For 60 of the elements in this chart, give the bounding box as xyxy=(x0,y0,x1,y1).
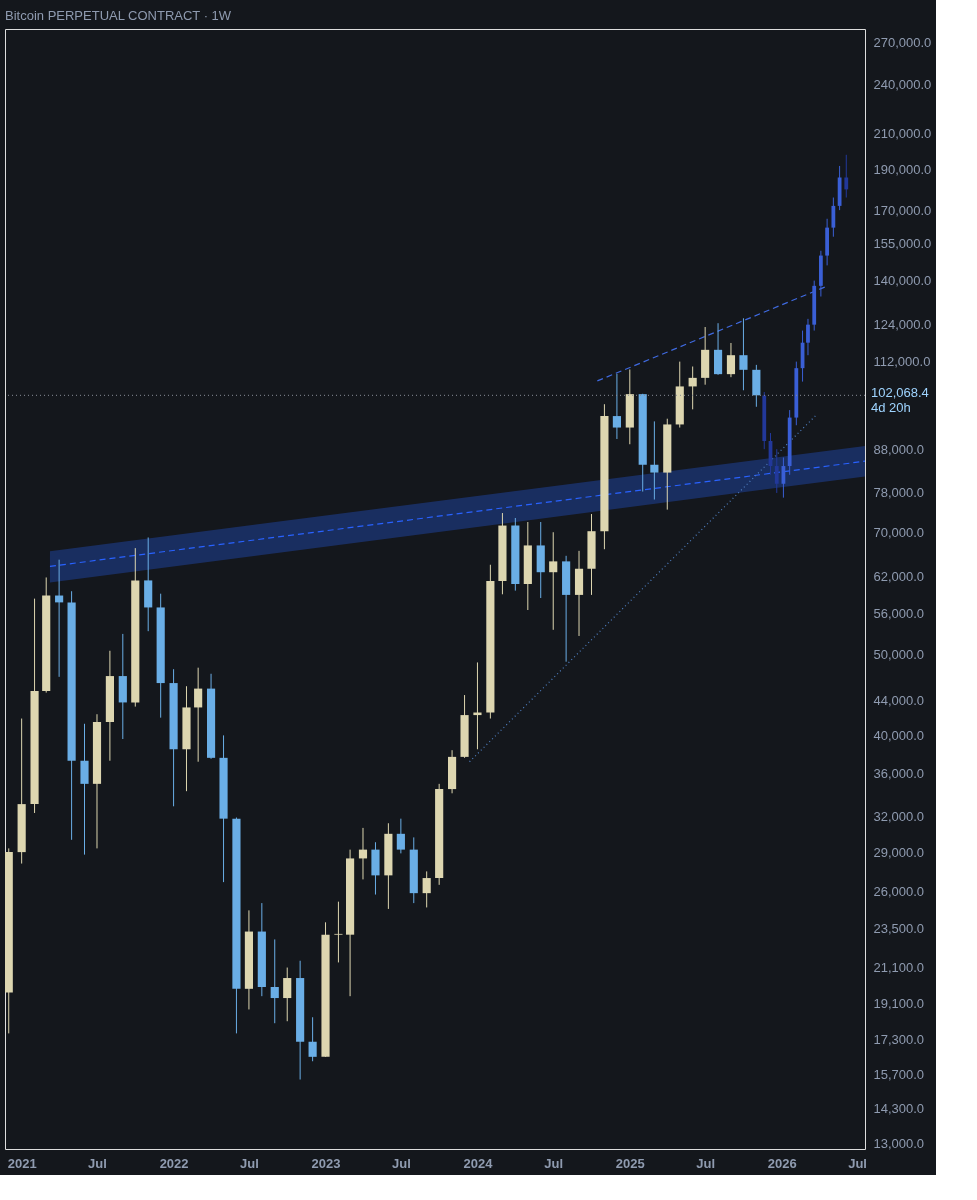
candlestick xyxy=(283,967,292,1022)
y-tick-label: 124,000.0 xyxy=(873,317,932,333)
x-tick-label: 2026 xyxy=(767,1155,797,1171)
y-tick-label: 112,000.0 xyxy=(873,354,931,370)
y-tick-label: 13,000.0 xyxy=(873,1135,925,1151)
y-tick-label: 210,000.0 xyxy=(873,125,932,141)
candlestick xyxy=(549,531,558,631)
y-tick-label: 26,000.0 xyxy=(873,884,925,900)
y-tick-label: 170,000.0 xyxy=(873,202,932,218)
y-tick-label: 140,000.0 xyxy=(873,273,932,289)
chart-title: Bitcoin PERPETUAL CONTRACT · 1W xyxy=(5,8,232,23)
candlestick xyxy=(422,870,431,908)
candlestick xyxy=(80,723,89,856)
y-tick-label: 50,000.0 xyxy=(873,646,925,662)
candlestick xyxy=(806,318,810,356)
x-tick-label: Jul xyxy=(391,1155,411,1171)
x-tick-label: 2022 xyxy=(159,1155,189,1171)
x-tick-label: 2021 xyxy=(7,1155,37,1171)
candlestick xyxy=(194,667,203,763)
y-tick-label: 40,000.0 xyxy=(873,727,925,743)
y-tick-label: 270,000.0 xyxy=(873,34,932,50)
x-tick-label: Jul xyxy=(240,1155,259,1171)
candlestick xyxy=(844,154,849,199)
ref-line-label: 102,068.4 4d 20h xyxy=(871,385,929,416)
y-tick-label: 240,000.0 xyxy=(873,77,932,93)
y-tick-label: 15,700.0 xyxy=(873,1067,925,1083)
y-tick-label: 19,100.0 xyxy=(873,996,925,1012)
y-tick-label: 44,000.0 xyxy=(873,693,925,709)
x-tick-label: Jul xyxy=(544,1155,564,1171)
candlestick xyxy=(612,373,621,440)
x-tick-label: 2025 xyxy=(615,1155,645,1171)
candlestick xyxy=(726,342,736,378)
candlestick xyxy=(396,818,405,854)
y-tick-label: 17,300.0 xyxy=(873,1032,925,1048)
candlestick xyxy=(831,197,836,238)
x-tick-label: Jul xyxy=(848,1155,867,1171)
y-tick-label: 70,000.0 xyxy=(873,524,925,540)
candlestick xyxy=(334,901,343,963)
y-tick-label: 14,300.0 xyxy=(873,1101,925,1117)
y-tick-label: 36,000.0 xyxy=(873,766,925,782)
x-tick-label: 2023 xyxy=(311,1155,341,1171)
candlestick xyxy=(308,1016,317,1062)
y-tick-label: 88,000.0 xyxy=(873,441,925,457)
candlestick xyxy=(650,420,659,501)
y-tick-label: 155,000.0 xyxy=(873,236,932,252)
y-tick-label: 78,000.0 xyxy=(873,485,925,501)
candlestick xyxy=(270,938,279,1024)
candlestick xyxy=(739,317,748,391)
y-tick-label: 21,100.0 xyxy=(873,960,925,976)
y-tick-label: 29,000.0 xyxy=(873,844,925,860)
x-tick-label: Jul xyxy=(88,1155,107,1171)
y-tick-label: 62,000.0 xyxy=(873,568,925,584)
y-tick-label: 23,500.0 xyxy=(873,920,925,936)
candlestick xyxy=(688,366,697,410)
y-tick-label: 56,000.0 xyxy=(873,605,925,621)
candlestick xyxy=(774,448,779,494)
x-tick-label: Jul xyxy=(696,1155,716,1171)
x-tick-label: 2024 xyxy=(463,1155,494,1171)
y-tick-label: 190,000.0 xyxy=(873,162,932,178)
y-tick-label: 32,000.0 xyxy=(873,808,925,824)
